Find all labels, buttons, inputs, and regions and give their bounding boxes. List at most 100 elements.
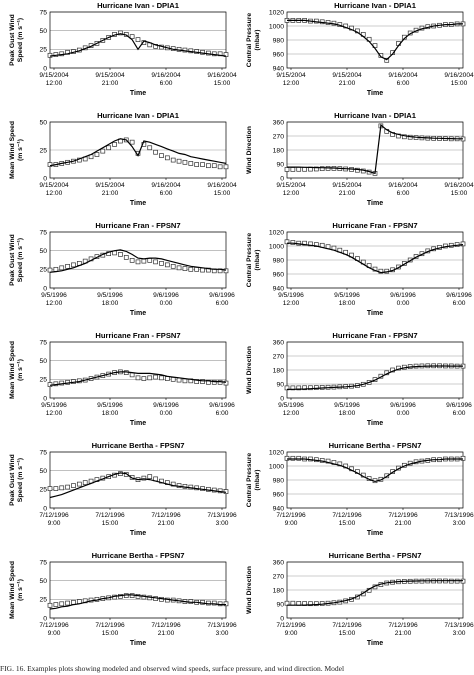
modeled-line bbox=[286, 365, 463, 390]
observed-marker bbox=[200, 267, 205, 273]
observed-marker bbox=[308, 385, 313, 391]
modeled-line bbox=[49, 472, 227, 499]
y-tick-label: 25 bbox=[39, 267, 47, 274]
observed-marker bbox=[182, 266, 188, 271]
observed-marker bbox=[200, 162, 205, 167]
modeled-line bbox=[49, 138, 227, 167]
x-tick-label: 7/12/1996 9:00 bbox=[39, 622, 69, 637]
chart-title: Hurricane Fran - FPSN7 bbox=[332, 331, 417, 340]
observed-marker bbox=[129, 372, 135, 378]
chart-title: Hurricane Bertha - FPSN7 bbox=[92, 551, 185, 560]
observed-marker bbox=[384, 57, 390, 63]
observed-marker bbox=[71, 262, 76, 268]
plot-area bbox=[286, 341, 464, 399]
observed-marker bbox=[460, 241, 466, 247]
y-tick-label: 270 bbox=[273, 133, 285, 140]
chart-panel: Hurricane Bertha - FPSN7 940 960 980 1000 102… bbox=[246, 441, 474, 537]
x-tick-label: 7/12/1996 9:00 bbox=[276, 512, 306, 527]
y-tick-label: 25 bbox=[39, 597, 47, 604]
chart-panel: Hurricane Bertha - FPSN7 0 90 180 270 360 7/12… bbox=[246, 551, 474, 647]
observed-marker bbox=[319, 166, 325, 172]
observed-marker bbox=[65, 263, 70, 269]
observed-marker bbox=[223, 164, 229, 170]
y-axis-label: Central Pressure(mbar) bbox=[246, 453, 261, 508]
observed-marker bbox=[182, 378, 188, 384]
x-tick-label: 9/16/2004 6:00 bbox=[388, 182, 418, 197]
observed-marker bbox=[194, 266, 200, 272]
chart-title: Hurricane Fran - FPSN7 bbox=[95, 221, 180, 230]
observed-marker bbox=[182, 159, 188, 165]
x-tick-label: 9/6/1996 6:00 bbox=[209, 402, 235, 417]
x-tick-label: 7/13/1996 3:00 bbox=[444, 622, 474, 637]
plot-area bbox=[49, 341, 227, 399]
observed-marker bbox=[313, 601, 319, 607]
chart-panel: Hurricane Fran - FPSN7 0 25 50 75 9/5/1996 12:… bbox=[9, 331, 235, 427]
x-tick-label: 7/13/1996 3:00 bbox=[444, 512, 474, 527]
observed-marker bbox=[59, 485, 65, 491]
observed-marker bbox=[153, 259, 158, 265]
plot-area bbox=[286, 451, 464, 509]
y-tick-label: 980 bbox=[273, 477, 285, 484]
x-axis-label: Time bbox=[367, 90, 383, 97]
observed-marker bbox=[159, 153, 164, 158]
observed-marker bbox=[223, 601, 229, 607]
y-tick-label: 75 bbox=[39, 449, 47, 456]
observed-marker bbox=[188, 266, 194, 272]
x-tick-label: 7/12/1996 15:00 bbox=[332, 512, 362, 527]
x-axis-label: Time bbox=[130, 420, 146, 427]
modeled-line bbox=[49, 33, 227, 57]
observed-marker bbox=[284, 167, 290, 172]
x-tick-label: 9/6/1996 0:00 bbox=[153, 292, 179, 307]
x-tick-label: 7/12/1996 15:00 bbox=[332, 622, 362, 637]
y-tick-label: 50 bbox=[39, 28, 47, 35]
y-tick-label: 25 bbox=[39, 487, 47, 494]
x-axis-label: Time bbox=[130, 530, 146, 537]
observed-marker bbox=[296, 385, 302, 391]
x-tick-label: 9/15/2004 21:00 bbox=[332, 72, 362, 87]
observed-marker bbox=[135, 259, 141, 265]
x-tick-label: 9/5/1996 18:00 bbox=[334, 402, 360, 417]
modeled-line bbox=[287, 242, 464, 274]
x-tick-label: 9/5/1996 18:00 bbox=[97, 292, 123, 307]
x-axis-label: Time bbox=[367, 530, 383, 537]
observed-marker bbox=[71, 483, 76, 488]
y-axis-label: Peak Gust WindSpeed (m s⁻¹) bbox=[9, 14, 24, 66]
modeled-line bbox=[287, 123, 463, 175]
x-tick-label: 9/16/2004 15:00 bbox=[444, 72, 474, 87]
x-tick-label: 9/16/2004 15:00 bbox=[444, 182, 474, 197]
y-tick-label: 940 bbox=[273, 505, 285, 512]
modeled-line bbox=[49, 249, 227, 273]
observed-marker bbox=[176, 158, 182, 164]
observed-marker bbox=[170, 157, 176, 163]
x-tick-label: 9/6/1996 0:00 bbox=[153, 402, 179, 417]
modeled-line bbox=[49, 371, 227, 386]
modeled-line bbox=[287, 458, 463, 483]
observed-marker bbox=[106, 145, 112, 151]
x-tick-label: 9/15/2004 12:00 bbox=[39, 182, 69, 197]
chart-title: Hurricane Bertha - FPSN7 bbox=[329, 551, 422, 560]
observed-marker bbox=[153, 374, 158, 380]
observed-marker bbox=[284, 385, 290, 391]
y-tick-label: 1020 bbox=[269, 449, 284, 456]
chart-panel: Hurricane Ivan - DPIA1 940 960 980 1000 1020 9… bbox=[246, 1, 474, 97]
y-tick-label: 360 bbox=[273, 119, 285, 126]
observed-marker bbox=[47, 486, 53, 491]
x-tick-label: 7/12/1996 15:00 bbox=[95, 622, 125, 637]
observed-marker bbox=[308, 601, 313, 607]
observed-marker bbox=[290, 455, 296, 461]
y-tick-label: 0 bbox=[280, 615, 284, 622]
y-tick-label: 180 bbox=[273, 367, 285, 374]
x-tick-label: 9/5/1996 12:00 bbox=[278, 292, 304, 307]
observed-marker bbox=[164, 155, 170, 161]
observed-marker bbox=[296, 455, 302, 461]
observed-marker bbox=[82, 480, 88, 485]
plot-area bbox=[286, 11, 464, 69]
y-tick-label: 0 bbox=[43, 505, 47, 512]
x-tick-label: 9/6/1996 6:00 bbox=[446, 292, 472, 307]
y-tick-label: 270 bbox=[273, 573, 285, 580]
x-axis-label: Time bbox=[367, 640, 383, 647]
y-tick-label: 960 bbox=[273, 491, 285, 498]
observed-marker bbox=[147, 474, 153, 479]
y-tick-label: 180 bbox=[273, 147, 285, 154]
